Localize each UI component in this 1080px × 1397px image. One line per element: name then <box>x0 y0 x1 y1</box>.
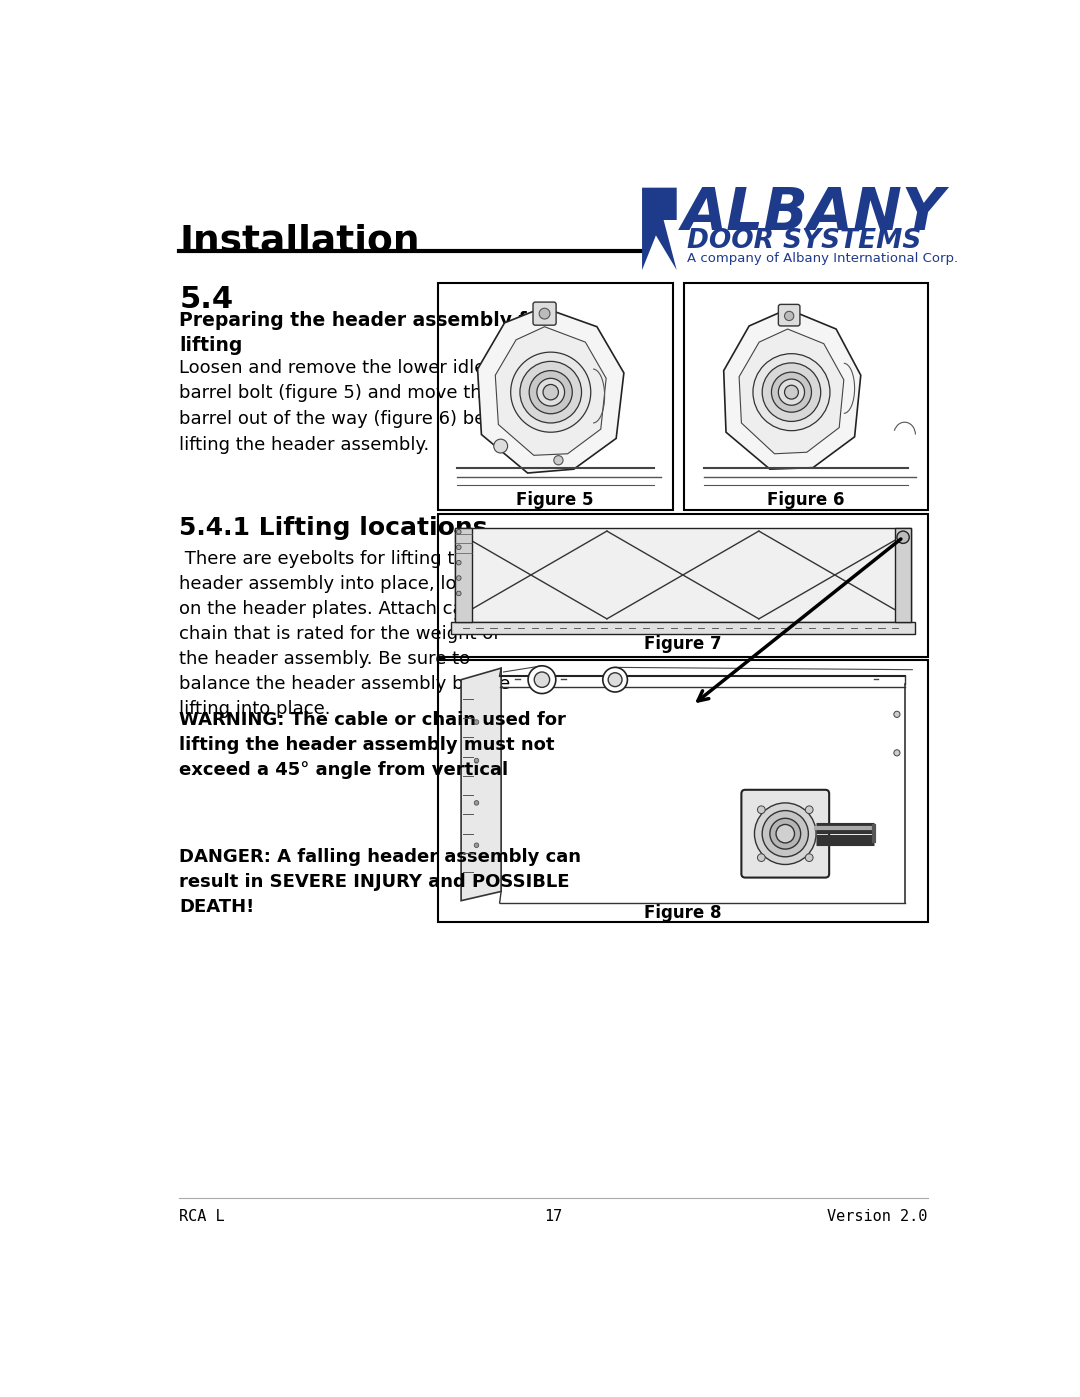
Text: 17: 17 <box>544 1208 563 1224</box>
Text: RCA L: RCA L <box>179 1208 225 1224</box>
Text: DANGER: A falling header assembly can
result in SEVERE INJURY and POSSIBLE
DEATH: DANGER: A falling header assembly can re… <box>179 848 581 916</box>
Circle shape <box>603 668 627 692</box>
Text: Version 2.0: Version 2.0 <box>827 1208 928 1224</box>
Circle shape <box>457 560 461 564</box>
Polygon shape <box>496 327 606 455</box>
Text: Preparing the header assembly for
lifting: Preparing the header assembly for liftin… <box>179 312 549 355</box>
FancyBboxPatch shape <box>534 302 556 326</box>
Circle shape <box>771 372 811 412</box>
Circle shape <box>608 673 622 686</box>
Circle shape <box>511 352 591 432</box>
Text: Loosen and remove the lower idler
barrel bolt (figure 5) and move the idler
barr: Loosen and remove the lower idler barrel… <box>179 359 539 454</box>
Circle shape <box>757 806 765 813</box>
Circle shape <box>474 842 478 848</box>
Circle shape <box>806 806 813 813</box>
Circle shape <box>519 362 581 423</box>
Circle shape <box>535 672 550 687</box>
Circle shape <box>806 854 813 862</box>
Text: DOOR SYSTEMS: DOOR SYSTEMS <box>687 228 921 254</box>
Bar <box>438 661 928 922</box>
Text: Figure 8: Figure 8 <box>644 904 721 922</box>
Polygon shape <box>724 309 861 469</box>
Circle shape <box>537 379 565 407</box>
Text: Figure 7: Figure 7 <box>644 636 721 654</box>
Circle shape <box>762 810 808 856</box>
Circle shape <box>762 363 821 422</box>
Polygon shape <box>461 668 501 901</box>
Circle shape <box>784 386 798 400</box>
Circle shape <box>784 312 794 320</box>
Circle shape <box>894 711 900 718</box>
Circle shape <box>474 759 478 763</box>
Polygon shape <box>642 187 677 270</box>
Text: Figure 5: Figure 5 <box>516 490 594 509</box>
Circle shape <box>755 803 816 865</box>
Circle shape <box>894 750 900 756</box>
Circle shape <box>474 719 478 725</box>
Circle shape <box>528 666 556 693</box>
Circle shape <box>554 455 563 465</box>
Polygon shape <box>739 330 843 454</box>
Circle shape <box>457 529 461 534</box>
Circle shape <box>753 353 829 430</box>
FancyBboxPatch shape <box>741 789 829 877</box>
Circle shape <box>494 439 508 453</box>
Bar <box>438 514 928 657</box>
Circle shape <box>777 824 795 842</box>
Text: Figure 6: Figure 6 <box>767 490 845 509</box>
Text: ALBANY: ALBANY <box>683 186 945 242</box>
Bar <box>895 528 910 622</box>
Text: 5.4: 5.4 <box>179 285 233 314</box>
Bar <box>685 284 928 510</box>
Polygon shape <box>477 307 624 474</box>
Circle shape <box>474 800 478 805</box>
Circle shape <box>529 370 572 414</box>
Text: WARNING: The cable or chain used for
lifting the header assembly must not
exceed: WARNING: The cable or chain used for lif… <box>179 711 566 780</box>
Text: A company of Albany International Corp.: A company of Albany International Corp. <box>687 253 958 265</box>
Bar <box>438 284 673 510</box>
Text: Installation: Installation <box>179 224 420 258</box>
FancyBboxPatch shape <box>779 305 800 326</box>
Circle shape <box>457 576 461 580</box>
Circle shape <box>896 531 909 543</box>
Circle shape <box>779 379 805 405</box>
Circle shape <box>757 854 765 862</box>
Circle shape <box>539 309 550 319</box>
Circle shape <box>543 384 558 400</box>
Bar <box>455 528 910 622</box>
Text: There are eyebolts for lifting the
header assembly into place, located
on the he: There are eyebolts for lifting the heade… <box>179 549 516 718</box>
Circle shape <box>770 819 800 849</box>
Circle shape <box>457 591 461 595</box>
Bar <box>455 528 472 622</box>
Bar <box>451 622 915 634</box>
Text: 5.4.1 Lifting locations: 5.4.1 Lifting locations <box>179 515 488 539</box>
Circle shape <box>457 545 461 549</box>
